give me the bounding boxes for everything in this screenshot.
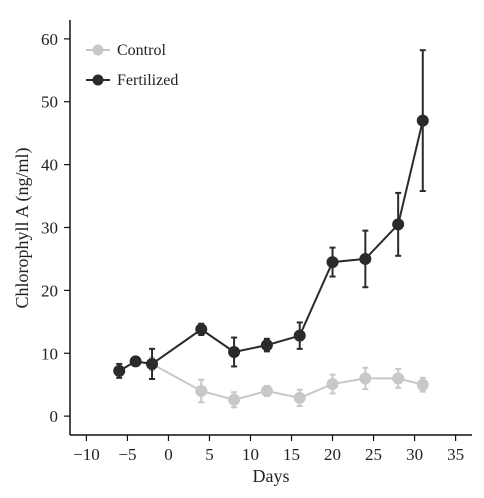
data-point (392, 218, 405, 231)
data-point (228, 393, 241, 406)
y-tick-label: 60 (41, 30, 58, 49)
x-tick-label: 10 (242, 445, 259, 464)
x-tick-label: 5 (205, 445, 214, 464)
x-tick-label: 0 (164, 445, 173, 464)
plot-area (113, 49, 429, 409)
legend-label: Control (117, 42, 166, 59)
series-line (118, 120, 424, 372)
data-point (113, 364, 126, 377)
data-point (260, 384, 273, 397)
x-tick-label: 30 (406, 445, 423, 464)
series-control (113, 355, 429, 409)
y-tick-label: 40 (41, 156, 58, 175)
data-point (260, 339, 273, 352)
legend-label: Fertilized (117, 72, 178, 89)
x-axis-title: Days (253, 466, 290, 486)
legend-item-control: Control (86, 42, 166, 59)
x-tick-label: 35 (447, 445, 464, 464)
y-tick-label: 30 (41, 219, 58, 238)
x-tick-label: −5 (118, 445, 136, 464)
data-point (195, 384, 208, 397)
legend-swatch-marker (92, 44, 104, 56)
legend: Control Fertilized (86, 42, 178, 89)
data-point (195, 323, 208, 336)
data-point (359, 372, 372, 385)
x-tick-label: 20 (324, 445, 341, 464)
y-tick-label: 50 (41, 93, 58, 112)
data-point (326, 378, 339, 391)
data-point (129, 355, 142, 368)
x-tick-label: 25 (365, 445, 382, 464)
x-tick-label: 15 (283, 445, 300, 464)
data-point (293, 391, 306, 404)
data-point (146, 357, 159, 370)
x-tick-label: −10 (73, 445, 100, 464)
y-tick-label: 10 (41, 344, 58, 363)
series-fertilized (113, 49, 429, 381)
legend-swatch-marker (92, 74, 104, 86)
y-tick-label: 20 (41, 281, 58, 300)
y-axis-title: Chlorophyll A (ng/ml) (12, 147, 33, 308)
data-point (392, 372, 405, 385)
legend-item-fertilized: Fertilized (86, 72, 178, 89)
y-tick-label: 0 (50, 407, 59, 426)
data-point (228, 346, 241, 358)
data-point (416, 378, 429, 391)
data-point (416, 114, 429, 127)
axes: 0 10 20 30 40 50 60 −10 −5 0 5 10 15 20 25 30 35 (41, 20, 472, 464)
data-point (359, 252, 372, 265)
data-point (293, 329, 306, 342)
data-point (326, 256, 339, 269)
